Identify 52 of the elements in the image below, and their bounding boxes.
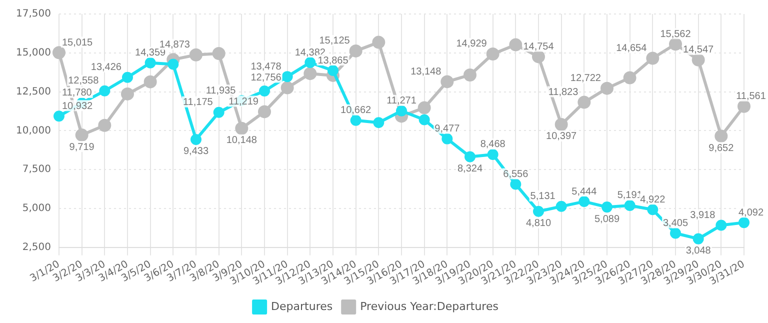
data-label: 12,558 xyxy=(68,76,100,87)
data-label: 13,426 xyxy=(90,62,122,74)
y-tick-label: 15,000 xyxy=(16,47,51,58)
data-label: 14,547 xyxy=(683,44,714,56)
legend-label: Previous Year:Departures xyxy=(360,300,499,313)
data-label: 14,754 xyxy=(523,41,554,52)
data-label: 11,561 xyxy=(736,91,766,102)
data-label: 15,125 xyxy=(319,36,350,47)
data-label: 11,780 xyxy=(62,88,92,99)
data-label: 3,048 xyxy=(686,246,712,257)
y-tick-label: 7,500 xyxy=(22,164,51,176)
data-label: 5,131 xyxy=(530,191,556,202)
y-tick-label: 17,500 xyxy=(16,8,51,20)
data-label: 3,405 xyxy=(662,218,688,230)
data-label: 13,865 xyxy=(318,55,349,66)
data-label: 4,922 xyxy=(640,194,666,206)
y-tick-label: 12,500 xyxy=(16,86,51,98)
data-label: 14,654 xyxy=(616,43,648,54)
data-label: 10,397 xyxy=(546,131,578,142)
data-label: 8,468 xyxy=(480,139,506,150)
data-label: 12,756 xyxy=(250,72,282,84)
data-label: 9,719 xyxy=(69,142,95,153)
data-label: 14,929 xyxy=(456,38,488,50)
data-label: 14,359 xyxy=(135,48,166,59)
data-label: 9,477 xyxy=(434,124,460,135)
data-label: 4,092 xyxy=(738,207,764,218)
data-label: 15,015 xyxy=(62,37,94,48)
data-label: 11,823 xyxy=(548,87,579,98)
data-label: 4,810 xyxy=(526,218,552,230)
legend-label: Departures xyxy=(271,300,333,313)
data-label: 8,324 xyxy=(457,163,483,174)
data-label: 14,873 xyxy=(159,40,190,51)
data-label: 13,148 xyxy=(410,66,442,78)
data-label: 5,444 xyxy=(572,186,598,198)
y-tick-label: 5,000 xyxy=(22,203,51,214)
data-label: 11,935 xyxy=(206,85,236,96)
y-tick-label: 10,000 xyxy=(16,125,51,136)
data-label: 13,478 xyxy=(250,61,282,72)
data-label: 9,652 xyxy=(708,142,734,154)
data-label: 11,175 xyxy=(182,97,214,108)
data-label: 10,148 xyxy=(226,135,258,146)
data-label: 11,219 xyxy=(228,96,259,108)
y-tick-label: 2,500 xyxy=(22,242,51,253)
data-label: 9,433 xyxy=(183,146,209,158)
data-label: 3,918 xyxy=(690,210,716,222)
data-label: 11,271 xyxy=(386,96,417,107)
data-label: 10,932 xyxy=(62,100,94,112)
data-label: 6,556 xyxy=(503,168,529,180)
data-label: 5,089 xyxy=(594,214,620,225)
data-label: 10,662 xyxy=(340,105,372,116)
data-label: 12,722 xyxy=(570,73,602,84)
data-label: 15,562 xyxy=(660,28,692,40)
